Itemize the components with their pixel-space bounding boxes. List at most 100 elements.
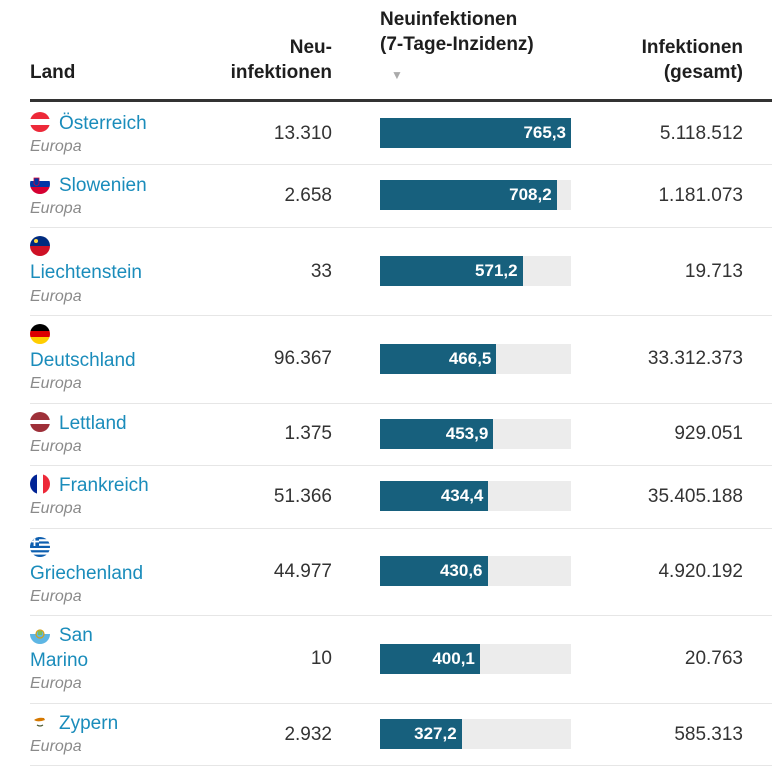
inzidenz-value: 434,4 xyxy=(440,486,484,505)
cyprus-flag-icon xyxy=(30,712,50,732)
table-row: Griechenland Europa 44.977 430,6 4.920.1… xyxy=(30,528,772,616)
inzidenz-bar: 400,1 xyxy=(380,644,571,674)
infektionen-gesamt-value: 19.713 xyxy=(684,261,743,282)
region-label: Europa xyxy=(30,375,82,392)
column-header-gesamt-line1: Infektionen xyxy=(641,37,743,58)
inzidenz-bar-fill: 466,5 xyxy=(380,344,497,374)
germany-flag-icon xyxy=(30,324,50,344)
inzidenz-bar: 434,4 xyxy=(380,481,571,511)
country-link[interactable]: Zypern xyxy=(30,711,118,736)
infektionen-gesamt-value: 929.051 xyxy=(674,423,743,444)
table-row: Liechtenstein Europa 33 571,2 19.713 xyxy=(30,227,772,316)
table-row: Deutschland Europa 96.367 466,5 33.312.3… xyxy=(30,315,772,404)
inzidenz-value: 430,6 xyxy=(439,561,483,580)
neuinfektionen-value: 1.375 xyxy=(284,423,332,444)
inzidenz-value: 400,1 xyxy=(432,649,475,668)
inzidenz-bar-fill: 708,2 xyxy=(380,180,557,210)
inzidenz-bar-fill: 327,2 xyxy=(380,719,462,749)
column-header-neuinfektionen-line2: infektionen xyxy=(230,62,332,83)
neuinfektionen-value: 13.310 xyxy=(273,123,332,144)
table-row: Frankreich Europa 51.366 434,4 35.405.18… xyxy=(30,465,772,529)
neuinfektionen-value: 10 xyxy=(310,648,332,669)
country-name: Lettland xyxy=(59,413,127,434)
column-header-inzidenz-line1: Neuinfektionen xyxy=(380,9,518,30)
neuinfektionen-value: 44.977 xyxy=(273,561,332,582)
country-name: Zypern xyxy=(59,713,119,734)
header-divider xyxy=(30,99,772,102)
table-row: Slowenien Europa 2.658 708,2 1.181.073 xyxy=(30,164,772,228)
region-label: Europa xyxy=(30,438,82,455)
column-header-inzidenz-line2: (7-Tage-Inzidenz) xyxy=(380,34,534,55)
neuinfektionen-value: 33 xyxy=(310,261,332,282)
country-link[interactable]: Lettland xyxy=(30,411,127,436)
country-name: Frankreich xyxy=(59,475,149,496)
inzidenz-value: 708,2 xyxy=(509,185,552,204)
inzidenz-bar-fill: 434,4 xyxy=(380,481,489,511)
country-link[interactable]: Deutschland xyxy=(30,323,136,373)
neuinfektionen-value: 2.932 xyxy=(284,724,332,745)
country-link[interactable]: Griechenland xyxy=(30,536,143,586)
country-link[interactable]: Slowenien xyxy=(30,173,147,198)
inzidenz-bar-fill: 430,6 xyxy=(380,556,488,586)
column-header-land[interactable]: Land xyxy=(30,62,76,83)
infektionen-gesamt-value: 1.181.073 xyxy=(658,185,743,206)
country-link[interactable]: Liechtenstein xyxy=(30,235,142,285)
sort-descending-icon[interactable]: ▼ xyxy=(391,68,403,82)
table-row: Österreich Europa 13.310 765,3 5.118.512 xyxy=(30,102,772,165)
country-name: Slowenien xyxy=(59,175,147,196)
inzidenz-bar-fill: 453,9 xyxy=(380,419,494,449)
country-link[interactable]: Frankreich xyxy=(30,473,149,498)
infektionen-gesamt-value: 585.313 xyxy=(674,724,743,745)
greece-flag-icon xyxy=(30,537,50,557)
inzidenz-value: 327,2 xyxy=(414,724,457,743)
infektionen-gesamt-value: 20.763 xyxy=(684,648,743,669)
country-name: Deutschland xyxy=(30,350,136,371)
inzidenz-bar: 430,6 xyxy=(380,556,571,586)
country-name: Österreich xyxy=(59,113,147,134)
inzidenz-value: 765,3 xyxy=(523,123,566,142)
inzidenz-value: 466,5 xyxy=(448,349,492,368)
table-row: Lettland Europa 1.375 453,9 929.051 xyxy=(30,403,772,466)
inzidenz-value: 571,2 xyxy=(475,261,518,280)
region-label: Europa xyxy=(30,675,82,692)
neuinfektionen-value: 2.658 xyxy=(284,185,332,206)
neuinfektionen-value: 51.366 xyxy=(273,486,332,507)
country-link[interactable]: San Marino xyxy=(30,623,93,673)
neuinfektionen-value: 96.367 xyxy=(273,348,332,369)
inzidenz-bar-fill: 400,1 xyxy=(380,644,480,674)
inzidenz-bar: 765,3 xyxy=(380,118,571,148)
liechtenstein-flag-icon xyxy=(30,236,50,256)
region-label: Europa xyxy=(30,288,82,305)
inzidenz-value: 453,9 xyxy=(445,424,489,443)
slovenia-flag-icon xyxy=(30,174,50,194)
inzidenz-bar: 453,9 xyxy=(380,419,571,449)
inzidenz-bar: 466,5 xyxy=(380,344,571,374)
inzidenz-bar-fill: 571,2 xyxy=(380,256,523,286)
country-name: Griechenland xyxy=(30,563,144,584)
region-label: Europa xyxy=(30,138,82,155)
inzidenz-bar: 571,2 xyxy=(380,256,571,286)
country-name-line1: San xyxy=(59,625,93,646)
region-label: Europa xyxy=(30,200,82,217)
region-label: Europa xyxy=(30,588,82,605)
column-header-infektionen-gesamt[interactable]: Infektionen (gesamt) xyxy=(642,35,743,85)
inzidenz-bar: 327,2 xyxy=(380,719,571,749)
inzidenz-bar-fill: 765,3 xyxy=(380,118,571,148)
table-row: San Marino Europa 10 400,1 20.763 xyxy=(30,615,772,704)
country-name-line2: Marino xyxy=(30,650,89,671)
region-label: Europa xyxy=(30,738,82,755)
latvia-flag-icon xyxy=(30,412,50,432)
column-header-neuinfektionen[interactable]: Neu- infektionen xyxy=(231,35,332,85)
column-header-gesamt-line2: (gesamt) xyxy=(663,62,743,83)
san-marino-flag-icon xyxy=(30,624,50,644)
country-link[interactable]: Österreich xyxy=(30,111,147,136)
table-row: Zypern Europa 2.932 327,2 585.313 xyxy=(30,703,772,766)
france-flag-icon xyxy=(30,474,50,494)
austria-flag-icon xyxy=(30,112,50,132)
infektionen-gesamt-value: 35.405.188 xyxy=(647,486,743,507)
infektionen-gesamt-value: 5.118.512 xyxy=(659,123,743,144)
region-label: Europa xyxy=(30,500,82,517)
country-name: Liechtenstein xyxy=(30,262,142,283)
infektionen-gesamt-value: 33.312.373 xyxy=(647,348,743,369)
column-header-inzidenz[interactable]: Neuinfektionen (7-Tage-Inzidenz) xyxy=(380,7,534,57)
